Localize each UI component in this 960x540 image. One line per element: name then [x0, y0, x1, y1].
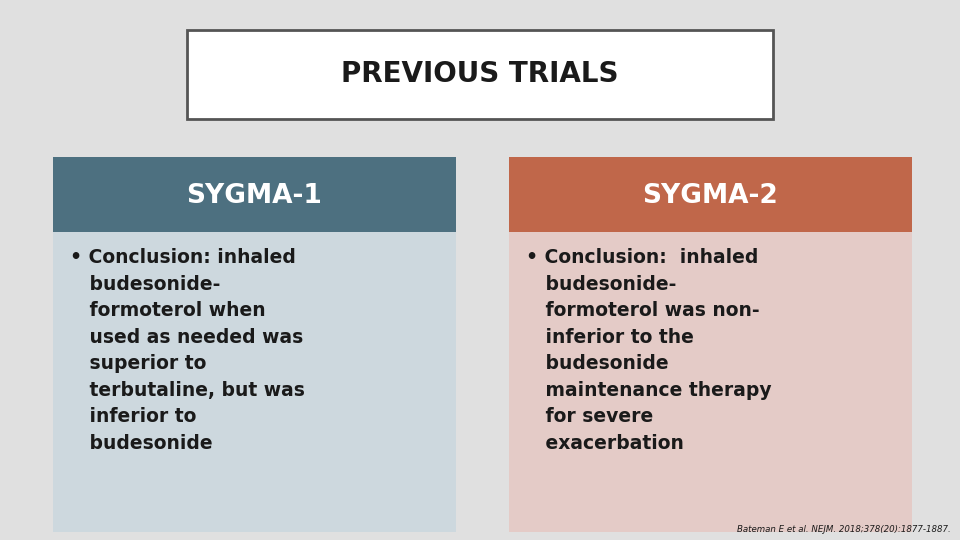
Text: • Conclusion:  inhaled
   budesonide-
   formoterol was non-
   inferior to the
: • Conclusion: inhaled budesonide- formot… [526, 248, 772, 453]
FancyBboxPatch shape [53, 232, 456, 532]
FancyBboxPatch shape [509, 232, 912, 532]
FancyBboxPatch shape [187, 30, 773, 119]
Text: SYGMA-2: SYGMA-2 [642, 183, 779, 209]
Text: • Conclusion: inhaled
   budesonide-
   formoterol when
   used as needed was
  : • Conclusion: inhaled budesonide- formot… [70, 248, 305, 453]
FancyBboxPatch shape [509, 157, 912, 235]
Text: SYGMA-1: SYGMA-1 [186, 183, 323, 209]
FancyBboxPatch shape [53, 157, 456, 235]
Text: PREVIOUS TRIALS: PREVIOUS TRIALS [341, 60, 619, 88]
Text: Bateman E et al. NEJM. 2018;378(20):1877-1887.: Bateman E et al. NEJM. 2018;378(20):1877… [736, 524, 950, 534]
